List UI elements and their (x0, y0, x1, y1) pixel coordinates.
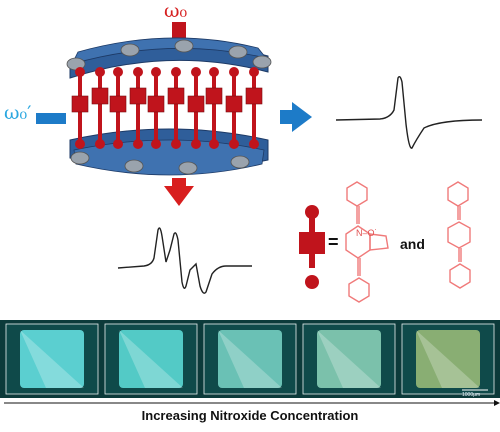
equals-sign: = (328, 232, 339, 252)
omega0-prime-pulse-bar (36, 113, 66, 124)
metal-node-8 (178, 161, 198, 175)
scale-bar-label: 1000μm (462, 392, 481, 398)
pillar-3 (109, 67, 127, 149)
pillar-1 (71, 67, 89, 149)
caption: Increasing Nitroxide Concentration (141, 408, 359, 423)
pillar-6 (167, 67, 185, 149)
metal-node-7 (124, 159, 144, 173)
omega0-label: ω₀ (164, 0, 188, 22)
pillar-5 (147, 67, 165, 149)
metal-node-4 (228, 45, 248, 59)
pillar-7 (187, 67, 205, 149)
down-arrow (164, 178, 194, 206)
crystal-3 (203, 323, 297, 395)
bipyridyl-linker-molecule (447, 181, 471, 289)
metal-node-2 (120, 43, 140, 57)
omega0-prime-label: ω₀′ (4, 102, 32, 124)
omega0-pulse-bar (172, 22, 186, 40)
crystal-panels (5, 323, 495, 395)
nitroxide-radical-label: N–O˙ (356, 228, 378, 238)
pillar-9 (225, 67, 243, 149)
pillar-linkers (71, 67, 263, 149)
epr-spectrum-single (335, 75, 483, 149)
concentration-arrow (4, 400, 500, 406)
crystal-1 (5, 323, 99, 395)
pillar-8 (205, 67, 223, 149)
nitroxide-molecule (345, 181, 389, 303)
framework-nodes (66, 39, 272, 175)
crystal-2 (104, 323, 198, 395)
metal-node-5 (252, 55, 272, 69)
metal-node-9 (230, 155, 250, 169)
crystal-5 (401, 323, 495, 395)
pillar-10 (245, 67, 263, 149)
legend-pillar (299, 205, 325, 289)
metal-node-6 (70, 151, 90, 165)
right-arrow (280, 102, 312, 132)
epr-spectrum-triplet (117, 227, 252, 294)
pillar-2 (91, 67, 109, 149)
metal-node-3 (174, 39, 194, 53)
crystal-4 (302, 323, 396, 395)
pillar-4 (129, 67, 147, 149)
and-label: and (400, 236, 425, 252)
